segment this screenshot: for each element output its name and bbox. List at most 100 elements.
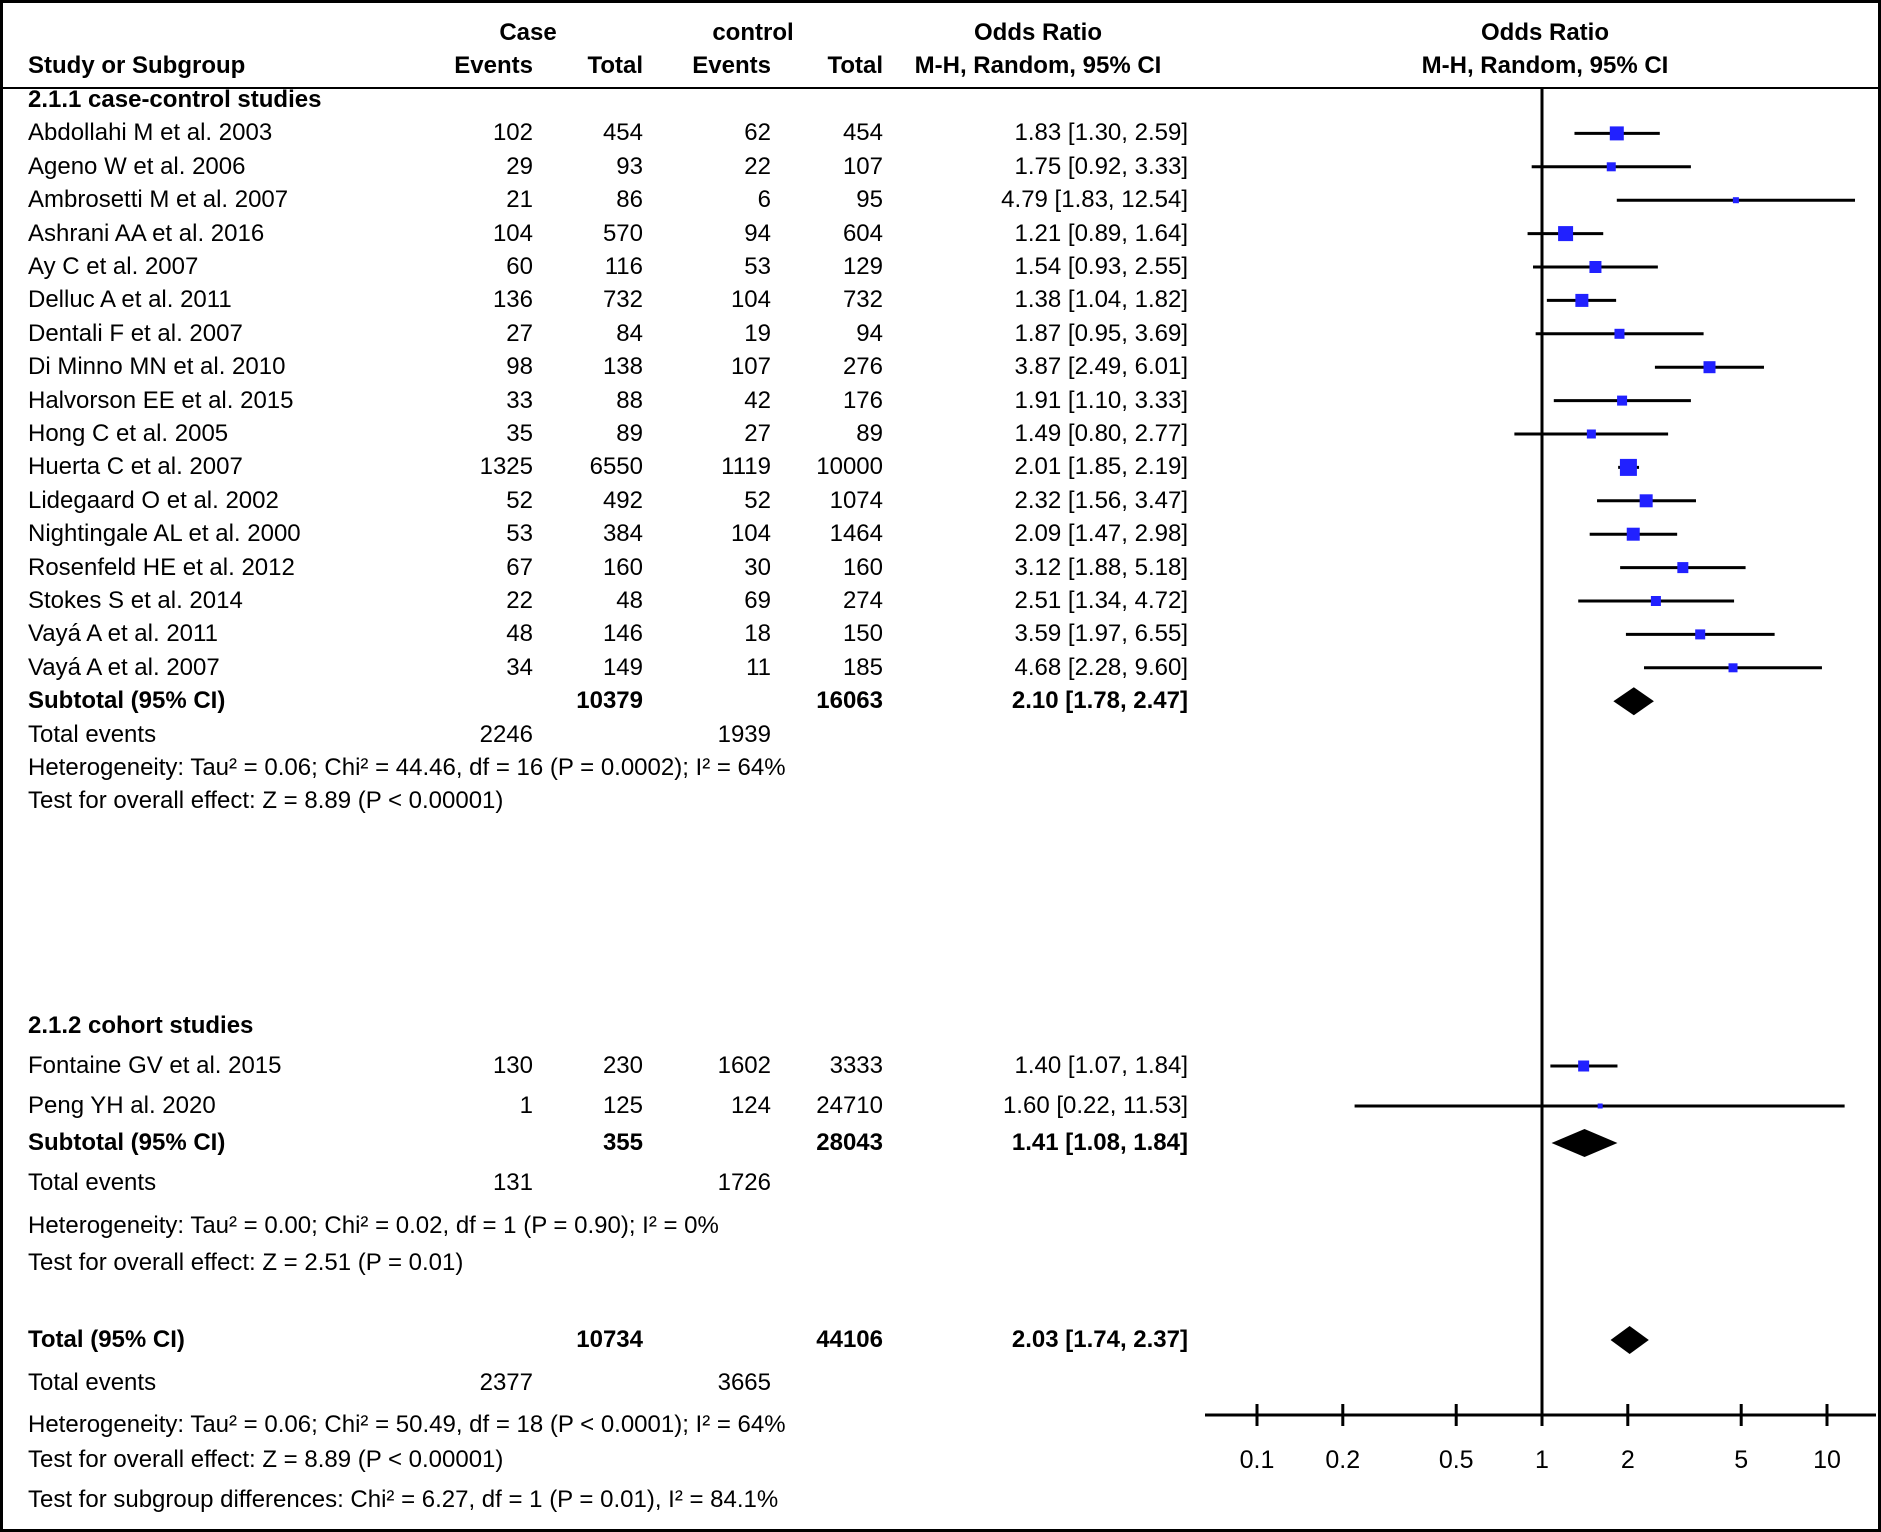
study-name: Halvorson EE et al. 2015 <box>28 386 294 414</box>
table-row: Ay C et al. 2007 60 116 53 129 1.54 [0.93, 2.… <box>3 251 1878 283</box>
subgroup-header-row: 2.1.2 cohort studies <box>3 1010 1878 1042</box>
point-estimate-square <box>1609 126 1624 141</box>
total-events-label: Total events <box>28 720 157 748</box>
header-divider <box>3 87 1878 89</box>
header-or-plot-title: Odds Ratio <box>1480 19 1609 46</box>
control-total-cell: 44106 <box>816 1326 883 1353</box>
control-total-cell: 274 <box>842 587 883 614</box>
overall-effect-text-row: Test for overall effect: Z = 8.89 (P < 0… <box>3 785 1878 817</box>
pooled-estimate-diamond <box>1613 687 1654 716</box>
table-row: Delluc A et al. 2011 136 732 104 732 1.38 [1.… <box>3 284 1878 316</box>
case-total-cell: 732 <box>602 286 643 314</box>
axis-tick-label: 2 <box>1621 1446 1635 1474</box>
case-events-cell: 2377 <box>479 1369 533 1396</box>
case-total-cell: 149 <box>602 653 643 681</box>
control-total-cell: 94 <box>856 319 883 347</box>
header-or-plot-sub: M-H, Random, 95% CI <box>1421 52 1669 79</box>
total-events-row: Total events 131 1726 <box>3 1167 1878 1199</box>
axis-tick-label: 0.2 <box>1325 1446 1360 1474</box>
study-name: Total (95% CI) <box>28 1326 185 1353</box>
axis-tick-label: 1 <box>1535 1446 1549 1474</box>
study-name: Ashrani AA et al. 2016 <box>28 219 265 247</box>
overall-effect-text-row: Test for overall effect: Z = 8.89 (P < 0… <box>3 1444 1878 1476</box>
axis-tick-label: 0.1 <box>1240 1446 1275 1474</box>
control-events-cell: 3665 <box>717 1369 771 1396</box>
or-ci-cell: 3.87 [2.49, 6.01] <box>1014 353 1188 381</box>
heterogeneity-text: Heterogeneity: Tau² = 0.06; Chi² = 44.46… <box>28 754 786 781</box>
overall-effect-text: Test for overall effect: Z = 8.89 (P < 0… <box>28 787 504 815</box>
case-total-cell: 6550 <box>589 453 643 481</box>
case-events-cell: 102 <box>492 119 533 147</box>
point-estimate-square <box>1597 1103 1603 1109</box>
case-total-cell: 355 <box>602 1129 643 1156</box>
study-name: Subtotal (95% CI) <box>28 1129 226 1156</box>
point-estimate-square <box>1589 261 1602 273</box>
total-events-label: Total events <box>28 1369 157 1396</box>
control-events-cell: 69 <box>744 587 771 614</box>
control-events-cell: 104 <box>730 286 771 314</box>
pooled-estimate-diamond <box>1551 1129 1618 1157</box>
control-total-cell: 276 <box>842 353 883 381</box>
subgroup-header: 2.1.2 cohort studies <box>28 1012 254 1039</box>
case-events-cell: 27 <box>506 319 533 347</box>
case-total-cell: 570 <box>602 219 643 247</box>
control-events-cell: 107 <box>730 353 771 381</box>
overall-effect-text: Test for overall effect: Z = 2.51 (P = 0… <box>28 1249 464 1276</box>
header-case-group: Case <box>499 19 557 46</box>
table-row: Subtotal (95% CI) 10379 16063 2.10 [1.78, 2… <box>3 685 1878 717</box>
control-total-cell: 604 <box>842 219 883 247</box>
table-row: Ashrani AA et al. 2016 104 570 94 604 1.21 [0… <box>3 218 1878 250</box>
study-name: Delluc A et al. 2011 <box>28 286 232 314</box>
case-events-cell: 33 <box>506 386 533 414</box>
control-total-cell: 89 <box>856 420 883 447</box>
study-name: Ambrosetti M et al. 2007 <box>28 186 289 214</box>
heterogeneity-text: Heterogeneity: Tau² = 0.06; Chi² = 50.49… <box>28 1411 786 1438</box>
case-total-cell: 454 <box>602 119 643 147</box>
control-events-cell: 62 <box>744 119 771 147</box>
case-total-cell: 84 <box>616 319 643 347</box>
case-total-cell: 146 <box>602 620 643 648</box>
case-events-cell: 67 <box>506 553 533 581</box>
study-name: Huerta C et al. 2007 <box>28 453 243 481</box>
table-row: Rosenfeld HE et al. 2012 67 160 30 160 3.12 [… <box>3 552 1878 584</box>
point-estimate-square <box>1639 494 1653 508</box>
table-row: Total (95% CI) 10734 44106 2.03 [1.74, 2.37… <box>3 1324 1878 1356</box>
control-events-cell: 53 <box>744 253 771 280</box>
table-row: Fontaine GV et al. 2015 130 230 1602 3333 1.4… <box>3 1050 1878 1082</box>
header-case-events: Events <box>454 52 533 79</box>
heterogeneity-text-row: Heterogeneity: Tau² = 0.06; Chi² = 44.46… <box>3 752 1878 784</box>
or-ci-cell: 2.03 [1.74, 2.37] <box>1011 1326 1188 1353</box>
case-events-cell: 35 <box>506 420 533 447</box>
point-estimate-square <box>1617 395 1628 406</box>
header-control-total: Total <box>827 52 883 79</box>
or-ci-cell: 1.54 [0.93, 2.55] <box>1014 253 1188 280</box>
subgroup-header: 2.1.1 case-control studies <box>28 86 322 113</box>
study-name: Peng YH al. 2020 <box>28 1092 216 1119</box>
case-events-cell: 34 <box>506 653 533 681</box>
study-name: Lidegaard O et al. 2002 <box>28 486 279 514</box>
control-total-cell: 129 <box>842 253 883 280</box>
case-total-cell: 116 <box>604 253 643 280</box>
case-events-cell: 22 <box>506 587 533 614</box>
study-name: Fontaine GV et al. 2015 <box>28 1052 282 1079</box>
point-estimate-square <box>1558 226 1574 242</box>
point-estimate-square <box>1614 328 1625 339</box>
control-events-cell: 52 <box>744 486 771 514</box>
case-events-cell: 1325 <box>479 453 533 481</box>
heterogeneity-text: Heterogeneity: Tau² = 0.00; Chi² = 0.02,… <box>28 1212 719 1239</box>
or-ci-cell: 1.41 [1.08, 1.84] <box>1011 1129 1188 1156</box>
point-estimate-square <box>1586 429 1596 439</box>
study-name: Abdollahi M et al. 2003 <box>28 119 273 147</box>
control-events-cell: 104 <box>730 520 771 548</box>
control-total-cell: 150 <box>842 620 883 648</box>
point-estimate-square <box>1650 596 1661 606</box>
heterogeneity-text-row: Heterogeneity: Tau² = 0.00; Chi² = 0.02,… <box>3 1210 1878 1242</box>
total-events-row: Total events 2246 1939 <box>3 719 1878 751</box>
case-total-cell: 93 <box>616 152 643 180</box>
table-row: Abdollahi M et al. 2003 102 454 62 454 1.83 [… <box>3 117 1878 149</box>
case-total-cell: 48 <box>616 587 643 614</box>
or-ci-cell: 1.87 [0.95, 3.69] <box>1014 319 1188 347</box>
point-estimate-square <box>1606 162 1616 172</box>
table-row: Stokes S et al. 2014 22 48 69 274 2.51 [1.34,… <box>3 585 1878 617</box>
table-row: Hong C et al. 2005 35 89 27 89 1.49 [0.80, 2.… <box>3 418 1878 450</box>
